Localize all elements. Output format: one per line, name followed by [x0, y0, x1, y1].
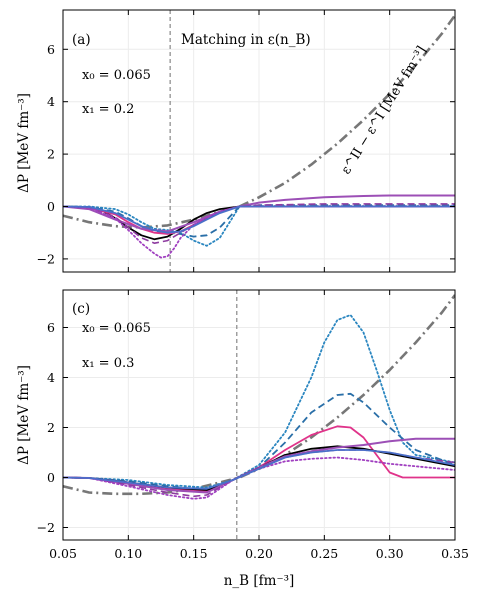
ticks-a: −2 0 2 4 6 [37, 10, 456, 272]
series-group-a [63, 10, 455, 272]
series-line [63, 205, 455, 259]
x-tick-label: 0.35 [441, 546, 469, 561]
series-group-c [63, 290, 455, 540]
y-tick-label: 0 [47, 470, 55, 485]
matching-annotation: Matching in ε(n_B) [181, 32, 311, 48]
x-axis-label: n_B [fm⁻³] [224, 573, 295, 589]
series-line [63, 449, 455, 498]
curve-label-epsilon-diff: ε^II − ε^I [MeV fm⁻³] [339, 44, 430, 177]
series-line [63, 314, 455, 489]
series-line [63, 449, 455, 490]
y-tick-label: 0 [47, 199, 55, 214]
x-tick-label: 0.15 [180, 546, 208, 561]
param-x1-a: x₁ = 0.2 [82, 102, 134, 117]
y-tick-label: 4 [47, 94, 55, 109]
x-tick-label: 0.20 [245, 546, 273, 561]
param-x0-a: x₀ = 0.065 [82, 68, 151, 83]
y-tick-label: 6 [47, 320, 55, 335]
x-tick-label: 0.25 [310, 546, 338, 561]
panel-c: −2 0 2 4 6 0.05 0.10 0.15 0.20 0.25 0.30 0.35 (c) x… [16, 289, 469, 589]
grid-a [62, 10, 456, 272]
panel-label-c: (c) [72, 301, 90, 317]
y-tick-label: 4 [47, 370, 55, 385]
panel-label-a: (a) [72, 32, 91, 48]
y-axis-label-a: ΔP [MeV fm⁻³] [16, 93, 32, 193]
param-x1-c: x₁ = 0.3 [82, 356, 134, 371]
y-tick-label: 6 [47, 42, 55, 57]
y-tick-label: 2 [47, 147, 55, 162]
series-line [63, 14, 455, 229]
panel-a: −2 0 2 4 6 (a) Matching in ε(n_B) x₀ = 0.065… [16, 9, 456, 273]
series-line [63, 392, 455, 491]
x-tick-label: 0.30 [376, 546, 404, 561]
y-axis-label-c: ΔP [MeV fm⁻³] [16, 365, 32, 465]
series-line [63, 205, 455, 234]
y-tick-label: −2 [37, 251, 55, 266]
x-tick-label: 0.10 [114, 546, 142, 561]
y-tick-label: 2 [47, 420, 55, 435]
y-tick-label: −2 [37, 520, 55, 535]
ticks-c: −2 0 2 4 6 0.05 0.10 0.15 0.20 0.25 0.30 0.35 [37, 290, 469, 561]
x-tick-label: 0.05 [49, 546, 77, 561]
grid-c [62, 290, 456, 540]
param-x0-c: x₀ = 0.065 [82, 321, 151, 336]
series-line [63, 437, 455, 494]
